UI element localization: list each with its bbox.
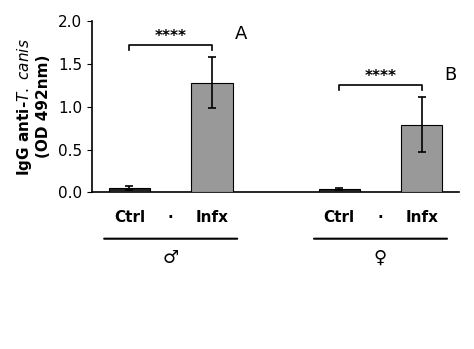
Text: Infx: Infx bbox=[195, 209, 228, 224]
Text: ♀: ♀ bbox=[374, 249, 387, 267]
Text: ♂: ♂ bbox=[163, 249, 179, 267]
Text: A: A bbox=[234, 25, 247, 43]
Text: Infx: Infx bbox=[405, 209, 438, 224]
Text: ****: **** bbox=[365, 69, 397, 84]
Text: Ctrl: Ctrl bbox=[114, 209, 145, 224]
Text: ·: · bbox=[378, 209, 383, 224]
Text: Ctrl: Ctrl bbox=[324, 209, 355, 224]
Bar bbox=[401, 125, 442, 192]
Text: ****: **** bbox=[155, 29, 187, 44]
Bar bbox=[191, 83, 233, 192]
Text: B: B bbox=[444, 66, 456, 83]
Bar bbox=[319, 189, 360, 192]
Y-axis label: IgG anti-$\it{T.\ canis}$
(OD 492nm): IgG anti-$\it{T.\ canis}$ (OD 492nm) bbox=[15, 38, 51, 176]
Text: ·: · bbox=[168, 209, 173, 224]
Bar bbox=[109, 188, 150, 192]
